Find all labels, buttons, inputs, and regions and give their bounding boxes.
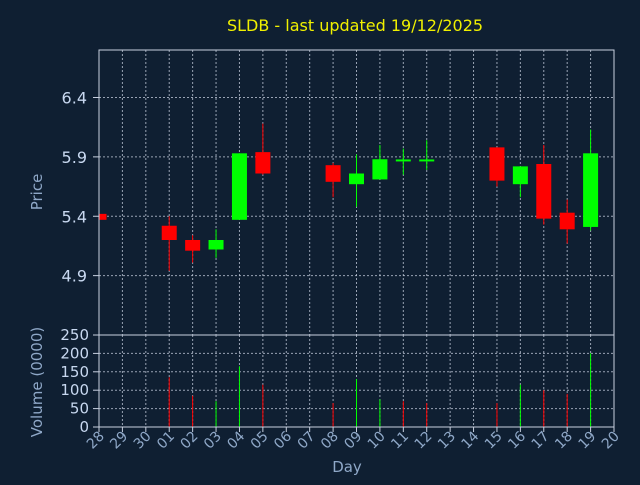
chart-title: SLDB - last updated 19/12/2025: [227, 16, 483, 35]
candle-body-15: [489, 147, 505, 181]
candle-body-02: [185, 240, 201, 251]
price-plot: [98, 123, 599, 271]
volume-plot: [168, 353, 592, 427]
volume-tick-label: 150: [60, 363, 89, 381]
candle-body-09: [349, 173, 364, 185]
price-tick-label: 5.4: [62, 207, 87, 226]
volume-tick-label: 50: [70, 400, 89, 418]
volume-tick-label: 200: [60, 344, 89, 362]
candle-body-10: [372, 159, 388, 180]
price-tick-label: 5.9: [62, 148, 87, 167]
candle-body-01: [161, 225, 177, 240]
volume-tick-label: 0: [79, 418, 89, 436]
candle-body-05: [255, 152, 271, 174]
candle-body-16: [512, 166, 528, 185]
price-axis-label: Price: [28, 174, 46, 211]
price-tick-label: 4.9: [62, 267, 87, 286]
volume-tick-label: 100: [60, 381, 89, 399]
candle-body-11: [395, 159, 411, 162]
candle-body-03: [208, 240, 224, 250]
candle-body-12: [419, 159, 435, 162]
price-tick-label: 6.4: [62, 89, 87, 108]
candle-body-17: [536, 164, 552, 219]
candle-body-08: [325, 165, 341, 182]
candle-body-28: [99, 213, 107, 220]
candle-body-04: [231, 153, 247, 220]
day-axis-label: Day: [332, 458, 362, 476]
volume-axis-label: Volume (0000): [28, 327, 46, 437]
candle-body-19: [583, 153, 599, 227]
volume-tick-label: 250: [60, 326, 89, 344]
candle-body-18: [559, 212, 575, 230]
